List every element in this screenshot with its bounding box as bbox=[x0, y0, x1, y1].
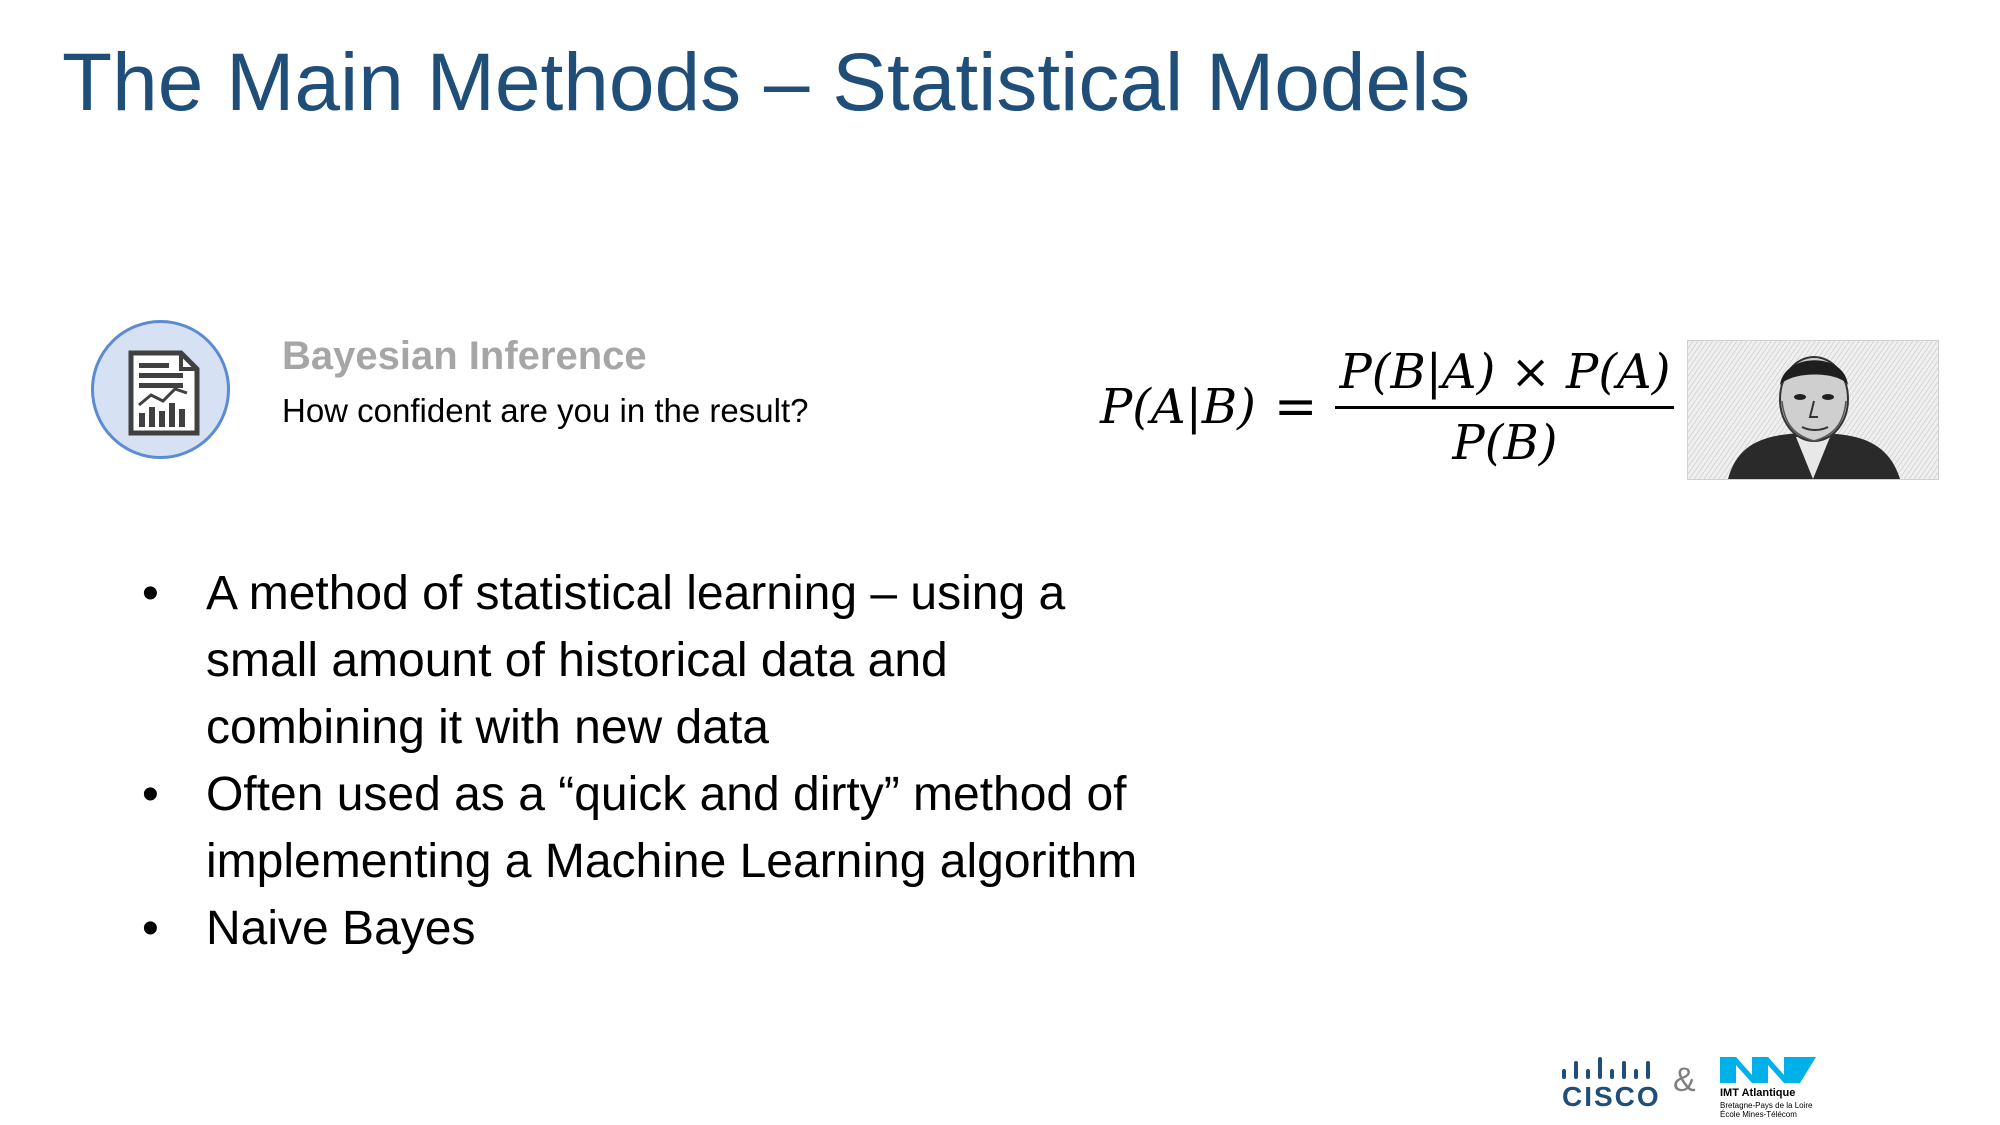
cisco-wordmark: CISCO bbox=[1562, 1081, 1661, 1112]
bullet-list: • A method of statistical learning – usin… bbox=[140, 560, 1160, 962]
report-chart-icon bbox=[91, 320, 230, 459]
bayes-formula: P(A|B) = P(B|A) × P(A) P(B) bbox=[1100, 342, 1675, 472]
formula-lhs: P(A|B) bbox=[1100, 379, 1256, 435]
formula-numerator: P(B|A) × P(A) bbox=[1339, 343, 1671, 400]
imt-school: École Mines-Télécom bbox=[1720, 1110, 1797, 1119]
cisco-logo bbox=[1562, 1057, 1650, 1079]
formula-fraction: P(B|A) × P(A) P(B) bbox=[1335, 343, 1675, 471]
imt-region: Bretagne-Pays de la Loire bbox=[1720, 1101, 1813, 1110]
topic-subtitle: How confident are you in the result? bbox=[282, 392, 809, 429]
list-item: • Often used as a “quick and dirty” metho… bbox=[142, 768, 1138, 888]
fraction-bar bbox=[1335, 405, 1675, 409]
ampersand: & bbox=[1673, 1061, 1696, 1099]
list-item: • A method of statistical learning – usin… bbox=[142, 567, 1066, 754]
slide-title: The Main Methods – Statistical Models bbox=[62, 37, 1471, 128]
topic-title: Bayesian Inference bbox=[282, 334, 647, 378]
footer-logos: CISCO & IMT Atlantique Bretagne-Pays de … bbox=[1560, 1055, 1940, 1119]
portrait-engraving bbox=[1687, 340, 1939, 480]
imt-logo bbox=[1720, 1057, 1816, 1083]
formula-equals: = bbox=[1273, 377, 1318, 437]
list-item: • Naive Bayes bbox=[142, 902, 476, 955]
imt-name: IMT Atlantique bbox=[1720, 1087, 1796, 1099]
formula-denominator: P(B) bbox=[1452, 414, 1558, 471]
